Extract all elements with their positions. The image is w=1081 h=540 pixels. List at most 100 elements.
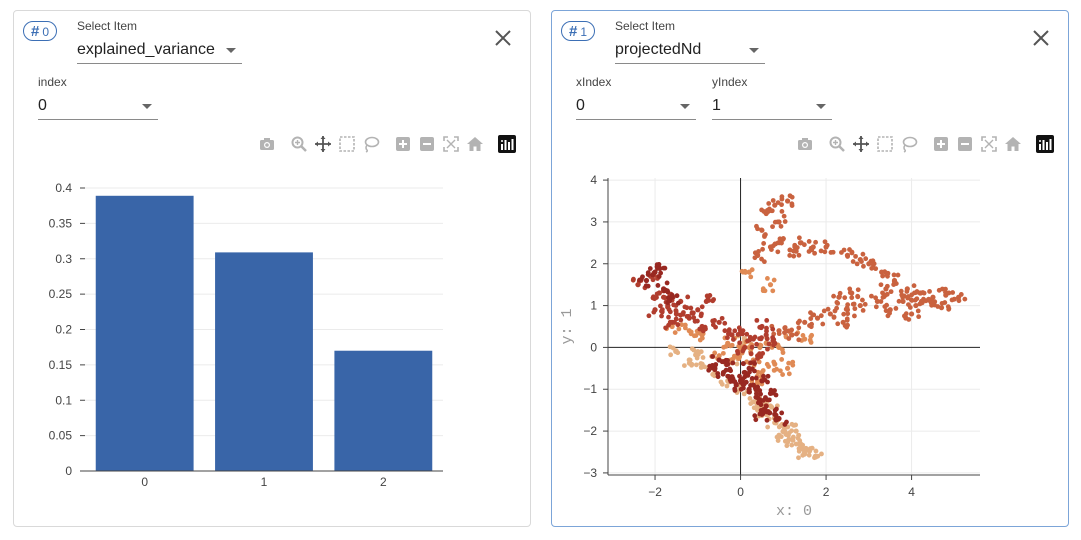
autoscale-icon bbox=[981, 136, 997, 152]
zoom-out-button[interactable] bbox=[956, 135, 974, 153]
scatter-point bbox=[935, 304, 941, 309]
scatter-point bbox=[880, 273, 886, 279]
close-panel-button[interactable] bbox=[1030, 27, 1052, 49]
panel-number: 1 bbox=[580, 25, 588, 39]
scatter-point bbox=[956, 298, 962, 304]
scatter-point bbox=[869, 265, 875, 271]
scatter-point bbox=[752, 334, 758, 340]
scatter-point bbox=[939, 300, 945, 306]
scatter-point bbox=[754, 391, 759, 396]
close-icon bbox=[1033, 30, 1049, 46]
pan-icon bbox=[315, 136, 331, 152]
scatter-point bbox=[693, 352, 698, 358]
scatter-point bbox=[755, 369, 761, 375]
scatter-point bbox=[873, 266, 879, 272]
lasso-button[interactable] bbox=[362, 135, 380, 153]
panel-badge: #0 bbox=[23, 21, 58, 41]
y-tick-label: −3 bbox=[583, 466, 597, 480]
close-panel-button[interactable] bbox=[492, 27, 514, 49]
lasso-button[interactable] bbox=[900, 135, 918, 153]
zoom-out-button[interactable] bbox=[418, 135, 436, 153]
scatter-point bbox=[831, 293, 837, 299]
scatter-point bbox=[766, 201, 772, 206]
scatter-point bbox=[703, 326, 708, 332]
scatter-point bbox=[945, 304, 951, 310]
scatter-point bbox=[749, 344, 755, 350]
scatter-point bbox=[782, 422, 788, 427]
scatter-point bbox=[766, 341, 772, 347]
camera-button[interactable] bbox=[796, 135, 814, 153]
scatter-point bbox=[740, 376, 746, 382]
zoom-button[interactable] bbox=[290, 135, 308, 153]
zoom-in-button[interactable] bbox=[394, 135, 412, 153]
box-select-button[interactable] bbox=[876, 135, 894, 153]
scatter-point bbox=[796, 252, 802, 258]
pan-button[interactable] bbox=[314, 135, 332, 153]
scatter-point bbox=[666, 307, 672, 312]
scatter-point bbox=[814, 315, 821, 321]
scatter-point bbox=[675, 300, 681, 306]
yindex-dropdown[interactable]: yIndex 1 bbox=[712, 75, 832, 120]
scatter-point bbox=[801, 242, 807, 248]
zoom-button[interactable] bbox=[828, 135, 846, 153]
reset-axes-button[interactable] bbox=[466, 135, 484, 153]
lasso-icon bbox=[902, 136, 918, 153]
scatter-point bbox=[837, 290, 843, 296]
bar-chart: 0 0.05 0.1 0.15 0.2 0.25 0.3 0.35 0.4 0 1 2 bbox=[49, 181, 443, 489]
autoscale-button[interactable] bbox=[442, 135, 460, 153]
scatter-point bbox=[752, 368, 757, 374]
index-dropdown[interactable]: index 0 bbox=[38, 75, 158, 120]
scatter-point bbox=[730, 337, 736, 342]
select-item-label: Select Item bbox=[615, 19, 676, 33]
scatter-point bbox=[760, 246, 765, 252]
scatter-point bbox=[780, 372, 786, 377]
xindex-dropdown[interactable]: xIndex 0 bbox=[576, 75, 696, 120]
scatter-point bbox=[885, 313, 891, 319]
scatter-point bbox=[906, 317, 912, 322]
scatter-point bbox=[776, 331, 782, 337]
scatter-point bbox=[820, 321, 826, 327]
select-item-dropdown[interactable]: Select Item explained_variance bbox=[77, 19, 242, 64]
autoscale-button[interactable] bbox=[980, 135, 998, 153]
scatter-point bbox=[731, 353, 737, 359]
x-tick-label: 4 bbox=[908, 485, 915, 499]
scatter-point bbox=[789, 428, 795, 434]
hash-icon: # bbox=[569, 23, 578, 40]
plotly-logo-button[interactable] bbox=[1036, 135, 1054, 153]
scatter-point bbox=[842, 295, 848, 301]
camera-icon bbox=[798, 138, 812, 150]
scatter-point bbox=[759, 335, 764, 341]
camera-button[interactable] bbox=[258, 135, 276, 153]
scatter-point bbox=[752, 413, 758, 419]
scatter-point bbox=[885, 273, 890, 279]
pan-button[interactable] bbox=[852, 135, 870, 153]
scatter-point bbox=[772, 388, 777, 393]
scatter-point bbox=[915, 308, 921, 314]
scatter-point bbox=[847, 247, 852, 252]
scatter-point bbox=[790, 362, 796, 368]
scatter-point bbox=[650, 277, 656, 283]
scatter-point bbox=[775, 438, 781, 443]
scatter-point bbox=[667, 298, 673, 304]
xindex-label: xIndex bbox=[576, 75, 612, 89]
scatter-point bbox=[825, 306, 831, 312]
zoom-in-button[interactable] bbox=[932, 135, 950, 153]
scatter-point bbox=[689, 361, 695, 367]
box-select-button[interactable] bbox=[338, 135, 356, 153]
scatter-point bbox=[755, 226, 760, 232]
scatter-point bbox=[786, 336, 792, 341]
reset-axes-button[interactable] bbox=[1004, 135, 1022, 153]
scatter-point bbox=[852, 313, 857, 319]
scatter-point bbox=[719, 315, 725, 321]
scatter-point bbox=[802, 319, 808, 325]
scatter-point bbox=[700, 355, 706, 360]
scatter-point bbox=[863, 256, 869, 262]
scatter-point bbox=[884, 283, 890, 289]
scatter-point bbox=[695, 307, 701, 313]
scatter-point bbox=[691, 315, 697, 320]
y-tick-label: 0.3 bbox=[55, 252, 72, 266]
scatter-point bbox=[675, 322, 681, 328]
select-item-dropdown[interactable]: Select Item projectedNd bbox=[615, 19, 765, 64]
scatter-point bbox=[888, 289, 894, 295]
plotly-logo-button[interactable] bbox=[498, 135, 516, 153]
